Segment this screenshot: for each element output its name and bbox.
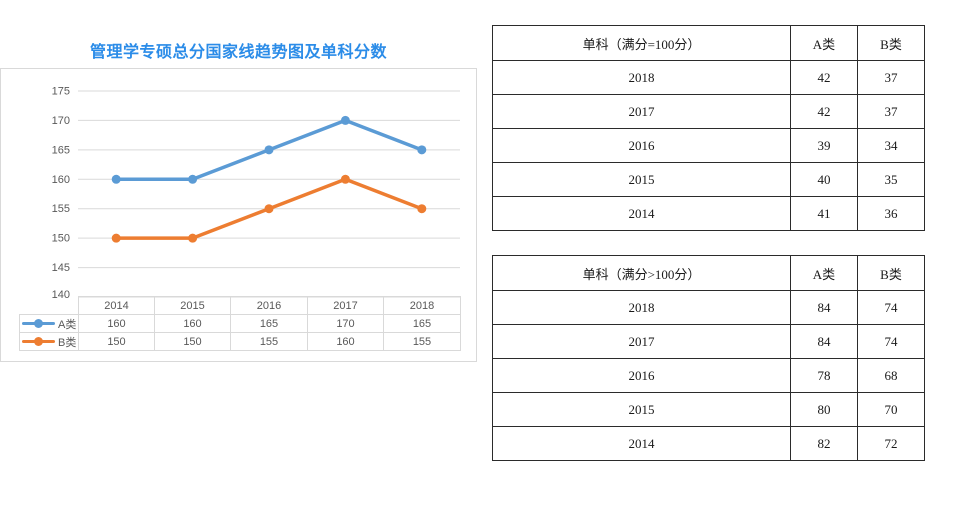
chart-plot: 175 170 165 160 155 150 145 140 (52, 86, 460, 301)
a-value-cell: 40 (790, 162, 858, 197)
chart-title: 管理学专硕总分国家线趋势图及单科分数 (89, 44, 387, 61)
table-row: 2017 84 74 (492, 324, 925, 359)
value-cell: 160 (154, 314, 231, 333)
value-cell: 160 (307, 332, 384, 351)
category-cell: 2018 (383, 296, 461, 315)
corner-cell (20, 297, 79, 315)
b-value-cell: 34 (857, 128, 925, 163)
series-a-legend-icon (22, 319, 55, 329)
b-value-cell: 36 (857, 196, 925, 231)
value-cell: 165 (383, 314, 461, 333)
year-cell: 2017 (492, 324, 791, 359)
table-title: 单科（满分>100分） (492, 255, 791, 291)
a-value-cell: 82 (790, 426, 858, 461)
year-cell: 2018 (492, 290, 791, 325)
table-title: 单科（满分=100分） (492, 25, 791, 61)
series-a-row: A类 160 160 165 170 165 (19, 314, 461, 333)
a-value-cell: 39 (790, 128, 858, 163)
svg-text:150: 150 (52, 233, 70, 245)
year-cell: 2016 (492, 128, 791, 163)
svg-text:155: 155 (52, 203, 70, 215)
value-cell: 155 (383, 332, 461, 351)
year-cell: 2015 (492, 392, 791, 427)
col-header-b: B类 (857, 255, 925, 291)
category-cell: 2016 (230, 296, 308, 315)
b-value-cell: 37 (857, 60, 925, 95)
category-cell: 2015 (154, 296, 231, 315)
svg-text:175: 175 (52, 86, 70, 98)
subject-score-table-over-100: 单科（满分>100分） A类 B类 2018 84 74 2017 84 74 … (492, 255, 925, 461)
a-value-cell: 84 (790, 290, 858, 325)
header-row: 单科（满分=100分） A类 B类 (492, 25, 925, 61)
svg-text:165: 165 (52, 144, 70, 156)
series-b-label: B类 (58, 336, 77, 349)
a-value-cell: 84 (790, 324, 858, 359)
svg-text:140: 140 (52, 289, 70, 301)
b-value-cell: 37 (857, 94, 925, 129)
series-b-legend-icon (22, 337, 55, 347)
year-cell: 2015 (492, 162, 791, 197)
value-cell: 150 (78, 332, 155, 351)
b-value-cell: 72 (857, 426, 925, 461)
a-value-cell: 80 (790, 392, 858, 427)
col-header-b: B类 (857, 25, 925, 61)
value-cell: 155 (230, 332, 308, 351)
col-header-a: A类 (790, 255, 858, 291)
svg-text:170: 170 (52, 115, 70, 127)
value-cell: 160 (78, 314, 155, 333)
b-value-cell: 74 (857, 290, 925, 325)
value-cell: 165 (230, 314, 308, 333)
year-cell: 2014 (492, 196, 791, 231)
b-value-cell: 35 (857, 162, 925, 197)
table-row: 2016 39 34 (492, 128, 925, 163)
a-value-cell: 42 (790, 60, 858, 95)
value-cell: 170 (307, 314, 384, 333)
series-b-row: B类 150 150 155 160 155 (19, 332, 461, 351)
year-cell: 2014 (492, 426, 791, 461)
year-cell: 2016 (492, 358, 791, 393)
category-cell: 2017 (307, 296, 384, 315)
table-row: 2015 80 70 (492, 392, 925, 427)
header-row: 单科（满分>100分） A类 B类 (492, 255, 925, 291)
table-row: 2018 42 37 (492, 60, 925, 95)
a-value-cell: 42 (790, 94, 858, 129)
svg-text:160: 160 (52, 174, 70, 186)
chart-data-table: 2014 2015 2016 2017 2018 A类 160 160 165 … (19, 296, 461, 351)
year-cell: 2018 (492, 60, 791, 95)
b-value-cell: 74 (857, 324, 925, 359)
value-cell: 150 (154, 332, 231, 351)
a-value-cell: 78 (790, 358, 858, 393)
a-value-cell: 41 (790, 196, 858, 231)
line-chart: 175 170 165 160 155 150 145 140 2014 2015 2016 … (0, 68, 477, 362)
b-value-cell: 68 (857, 358, 925, 393)
b-value-cell: 70 (857, 392, 925, 427)
table-row: 2016 78 68 (492, 358, 925, 393)
category-cell: 2014 (78, 296, 155, 315)
subject-score-table-equal-100: 单科（满分=100分） A类 B类 2018 42 37 2017 42 37 … (492, 25, 925, 231)
category-row: 2014 2015 2016 2017 2018 (20, 296, 461, 315)
col-header-a: A类 (790, 25, 858, 61)
series-a-legend: A类 (19, 314, 79, 333)
table-row: 2015 40 35 (492, 162, 925, 197)
table-row: 2014 41 36 (492, 196, 925, 231)
table-row: 2014 82 72 (492, 426, 925, 461)
series-b-legend: B类 (19, 332, 79, 351)
table-row: 2018 84 74 (492, 290, 925, 325)
series-a-label: A类 (58, 318, 77, 331)
svg-text:145: 145 (52, 262, 70, 274)
year-cell: 2017 (492, 94, 791, 129)
table-row: 2017 42 37 (492, 94, 925, 129)
